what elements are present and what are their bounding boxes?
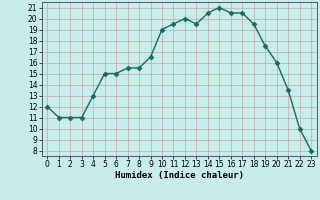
X-axis label: Humidex (Indice chaleur): Humidex (Indice chaleur) [115,171,244,180]
